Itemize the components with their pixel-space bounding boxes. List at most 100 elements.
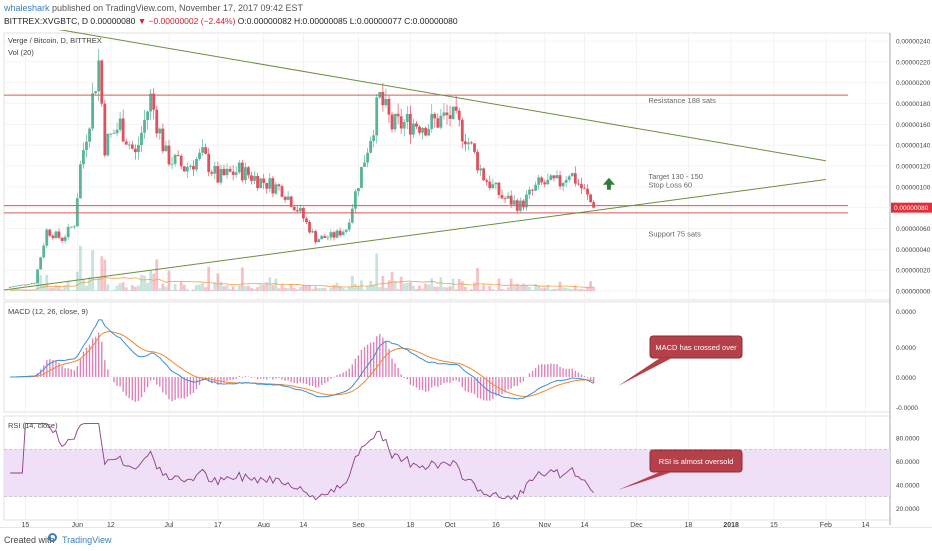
- volume-bar: [430, 278, 433, 291]
- volume-bar: [189, 290, 192, 291]
- candle-body: [522, 201, 525, 208]
- candle-body: [165, 146, 168, 152]
- candle-body: [293, 207, 296, 210]
- candle-body: [48, 230, 51, 236]
- candle-body: [415, 123, 418, 126]
- y-tick-label: 0.00000220: [896, 59, 931, 66]
- volume-bar: [85, 286, 88, 291]
- candle-body: [171, 164, 174, 165]
- candle-body: [357, 188, 360, 191]
- candle-body: [125, 141, 128, 144]
- candle-body: [97, 60, 100, 91]
- candle-body: [494, 183, 497, 185]
- candle-body: [577, 184, 580, 185]
- candle-body: [452, 107, 455, 119]
- candle-body: [131, 145, 134, 149]
- candle-body: [531, 190, 534, 191]
- candle-body: [207, 154, 210, 172]
- candle-body: [507, 196, 510, 199]
- volume-bar: [388, 280, 391, 291]
- ohlc-values: O:0.00000082 H:0.00000085 L:0.00000077 C…: [235, 16, 457, 26]
- candle-body: [320, 236, 323, 239]
- footer: Created with TradingView: [0, 527, 932, 551]
- volume-bar: [394, 281, 397, 291]
- volume-bar: [357, 286, 360, 291]
- candle-body: [55, 232, 58, 239]
- volume-bar: [354, 284, 357, 291]
- candle-body: [155, 110, 158, 134]
- author-link[interactable]: whaleshark: [4, 3, 50, 13]
- candle-body: [375, 97, 378, 135]
- volume-bar: [137, 285, 140, 291]
- candle-body: [100, 60, 103, 103]
- candle-body: [345, 230, 348, 232]
- volume-bar: [562, 288, 565, 291]
- volume-bar: [91, 250, 94, 291]
- candle-body: [369, 141, 372, 153]
- candle-body: [342, 232, 345, 235]
- candle-body: [253, 176, 256, 181]
- volume-bar: [131, 285, 134, 291]
- volume-bar: [397, 289, 400, 291]
- candle-body: [488, 182, 491, 188]
- volume-bar: [519, 286, 522, 291]
- candle-body: [79, 164, 82, 198]
- volume-bar: [449, 286, 452, 291]
- candle-body: [540, 178, 543, 183]
- volume-bar: [317, 288, 320, 291]
- candle-body: [473, 143, 476, 152]
- volume-bar: [323, 288, 326, 291]
- candle-body: [424, 128, 427, 136]
- candle-body: [589, 195, 592, 203]
- candle-body: [143, 120, 146, 133]
- macd-y-tick-label: 0.0000: [896, 345, 916, 352]
- candle-body: [565, 180, 568, 183]
- volume-bar: [287, 288, 290, 291]
- macd-pane-title: MACD (12, 26, close, 9): [8, 307, 89, 316]
- candle-body: [216, 166, 219, 182]
- volume-bar: [94, 290, 97, 291]
- candle-body: [446, 112, 449, 115]
- candle-body: [82, 150, 85, 164]
- volume-bar: [70, 290, 73, 291]
- macd-y-tick-label: 0.0000: [896, 375, 916, 382]
- volume-bar: [275, 279, 278, 291]
- candle-body: [363, 163, 366, 167]
- volume-bar: [116, 286, 119, 291]
- annotation-text: Resistance 188 sats: [648, 96, 716, 105]
- publish-info: whaleshark published on TradingView.com,…: [4, 3, 303, 13]
- candle-body: [15, 286, 18, 287]
- candle-body: [427, 129, 430, 136]
- candle-body: [366, 153, 369, 163]
- volume-bar: [125, 287, 128, 291]
- volume-bar: [363, 289, 366, 291]
- volume-bar: [45, 275, 48, 291]
- candle-body: [33, 283, 36, 284]
- volume-bar: [201, 283, 204, 291]
- volume-bar: [284, 288, 287, 291]
- volume-bar: [412, 286, 415, 291]
- volume-bar: [177, 290, 180, 291]
- candle-body: [336, 231, 339, 238]
- volume-bar: [330, 288, 333, 291]
- annotation-text: Support 75 sats: [648, 230, 701, 239]
- ticker-line: BITTREX:XVGBTC, D 0.00000080 ▼ −0.000000…: [4, 16, 458, 26]
- volume-bar: [238, 285, 241, 291]
- tradingview-link[interactable]: TradingView: [62, 535, 112, 545]
- candle-body: [543, 182, 546, 184]
- volume-bar: [259, 285, 262, 291]
- candle-body: [21, 285, 24, 286]
- candle-body: [201, 147, 204, 153]
- volume-bar: [461, 281, 464, 291]
- rsi-y-tick-label: 60.0000: [896, 459, 920, 466]
- candle-body: [317, 239, 320, 242]
- volume-bar: [174, 284, 177, 291]
- annotation-text: Stop Loss 60: [648, 181, 692, 190]
- candle-body: [134, 149, 137, 152]
- volume-bar: [406, 283, 409, 291]
- last-price-label: 0.00000080: [894, 205, 929, 212]
- y-tick-label: 0.00000060: [896, 226, 931, 233]
- volume-bar: [165, 287, 168, 291]
- volume-bar: [51, 288, 54, 291]
